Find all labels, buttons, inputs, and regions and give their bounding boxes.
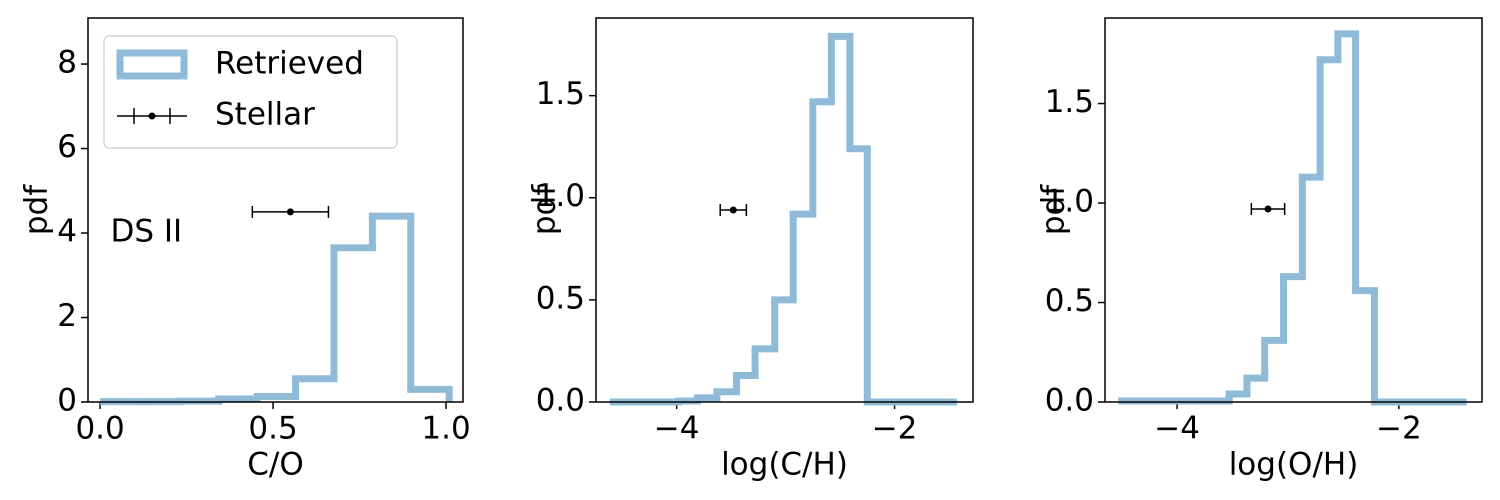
legend-swatch bbox=[116, 49, 188, 80]
y-axis-label: pdf bbox=[19, 184, 55, 235]
y-tick-label: 1.0 bbox=[1045, 184, 1094, 220]
panel: 0.0 0.5 1.0 0 2 4 6 8 C/O pdf DS II Retrieved Stella… bbox=[19, 17, 471, 483]
x-axis-label: C/O bbox=[247, 447, 304, 483]
x-tick-label: −4 bbox=[654, 411, 700, 447]
y-tick-label: 0 bbox=[57, 383, 77, 419]
legend-point bbox=[148, 112, 156, 120]
x-tick-label: −2 bbox=[1376, 411, 1422, 447]
y-tick-label: 0.0 bbox=[536, 383, 585, 419]
x-tick-label: 0.0 bbox=[75, 411, 124, 447]
y-axis-label: pdf bbox=[1036, 184, 1072, 235]
stellar-point bbox=[729, 206, 737, 214]
y-tick-label: 1.5 bbox=[536, 76, 585, 112]
legend-label: Stellar bbox=[215, 97, 315, 133]
y-tick-label: 1.0 bbox=[536, 178, 585, 214]
y-axis-label: pdf bbox=[527, 184, 563, 235]
legend-box bbox=[103, 35, 398, 149]
legend-label: Retrieved bbox=[215, 46, 364, 82]
y-tick-label: 2 bbox=[57, 298, 77, 334]
y-tick-label: 0.5 bbox=[1045, 283, 1094, 319]
x-axis-label: log(C/H) bbox=[721, 447, 848, 483]
panel: −4 −2 0.0 0.5 1.0 1.5 log(C/H) pdf bbox=[527, 17, 974, 483]
y-tick-label: 0.5 bbox=[536, 280, 585, 316]
y-tick-label: 6 bbox=[57, 129, 77, 165]
axes-frame bbox=[87, 17, 464, 403]
x-tick-label: 1.0 bbox=[421, 411, 470, 447]
y-tick-label: 4 bbox=[57, 214, 77, 250]
x-tick-label: −4 bbox=[1154, 411, 1200, 447]
stellar-point bbox=[286, 208, 294, 216]
stellar-point bbox=[1264, 205, 1272, 213]
axes-frame bbox=[595, 17, 974, 403]
annotation: DS II bbox=[110, 214, 182, 250]
y-tick-label: 1.5 bbox=[1045, 84, 1094, 120]
axes-frame bbox=[1104, 17, 1483, 403]
x-tick-label: 0.5 bbox=[248, 411, 297, 447]
panel: −4 −2 0.0 0.5 1.0 1.5 log(O/H) pdf bbox=[1036, 17, 1483, 483]
y-tick-label: 8 bbox=[57, 45, 77, 81]
x-tick-label: −2 bbox=[872, 411, 918, 447]
x-axis-label: log(O/H) bbox=[1229, 447, 1359, 483]
y-tick-label: 0.0 bbox=[1045, 383, 1094, 419]
